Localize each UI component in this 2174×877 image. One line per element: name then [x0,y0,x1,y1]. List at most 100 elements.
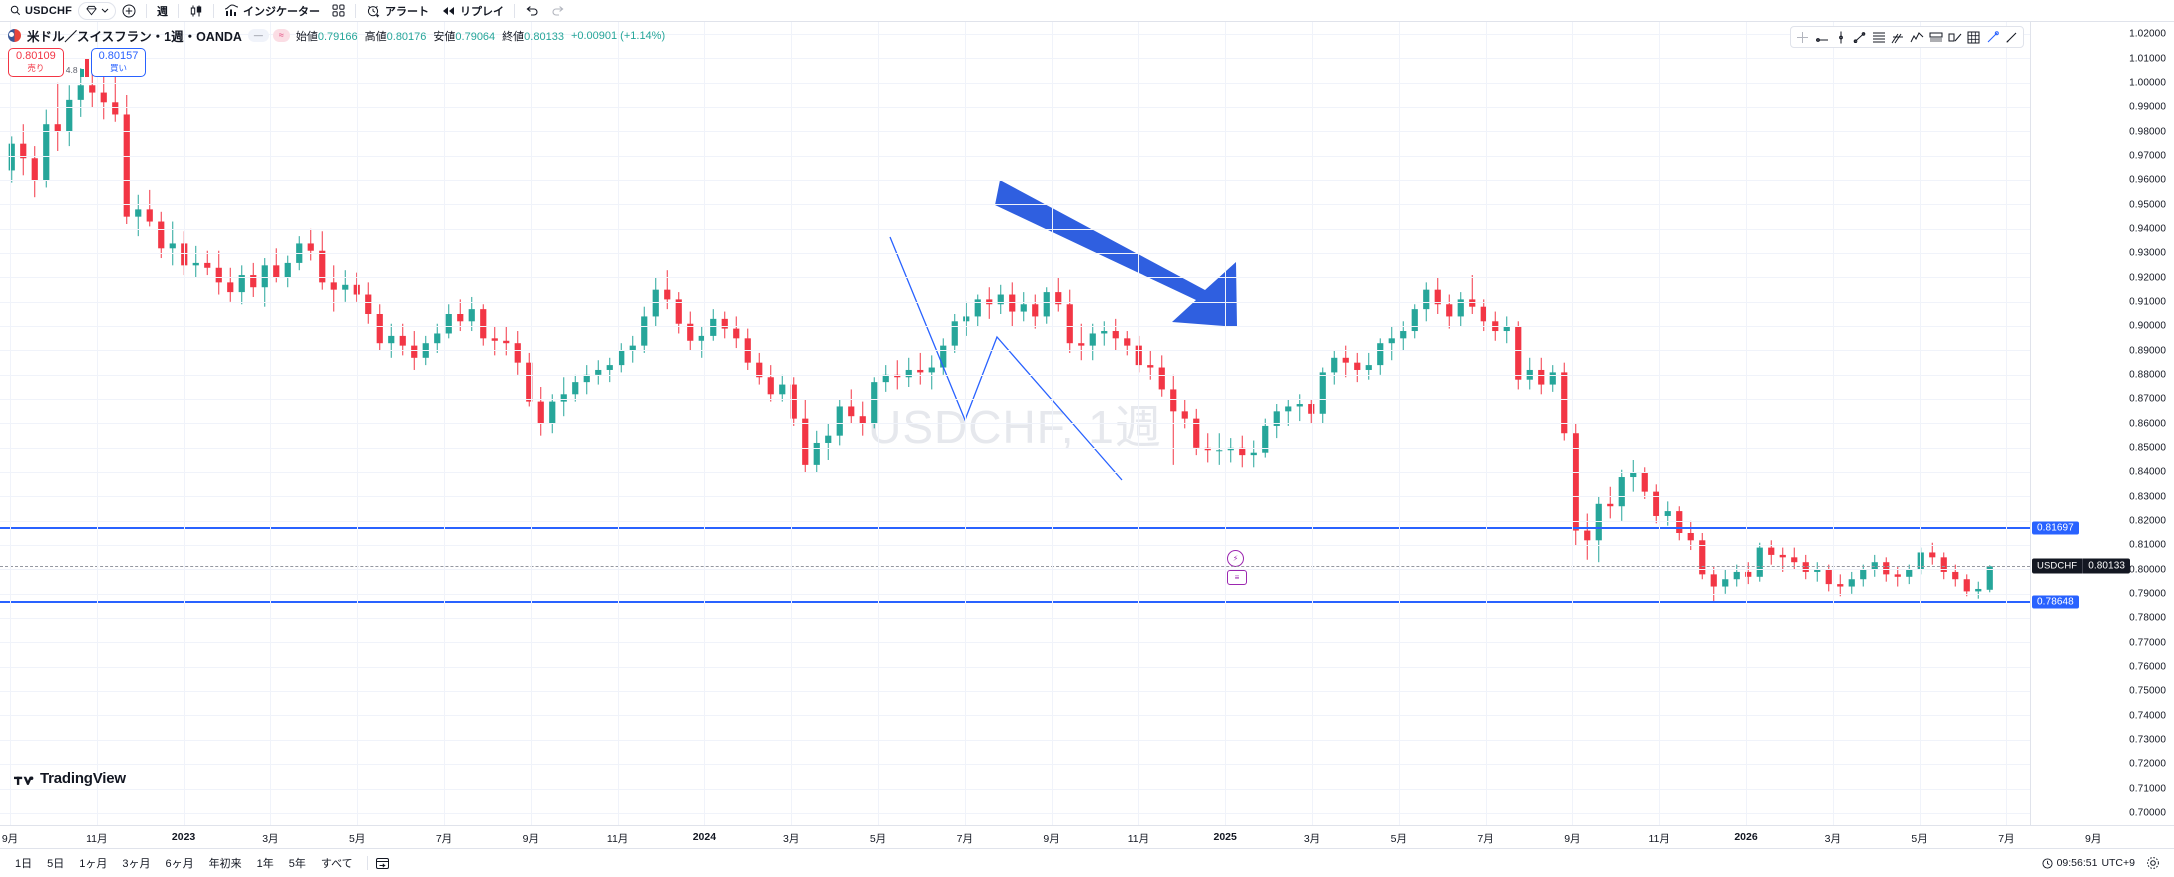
candle-body [1538,369,1545,385]
candle-body [1147,365,1154,368]
buy-quote-box[interactable]: 0.80157 買い [90,48,147,77]
time-tick: 3月 [1824,833,1841,845]
candle-body [31,158,38,181]
chart-type-button[interactable] [183,1,209,21]
candle-body [1423,289,1430,310]
compare-symbol-button[interactable] [78,1,117,20]
pitchfork-tool[interactable] [1889,29,1906,46]
range-button[interactable]: 5年 [288,858,306,870]
brush-tool[interactable] [2003,29,2020,46]
candle-body [1515,326,1522,380]
toolbar-divider [178,3,180,18]
candle-body [1584,530,1591,541]
symbol-search-button[interactable]: USDCHF [4,1,78,21]
event-earnings-icon[interactable]: ⚡ [1227,550,1244,567]
candle-body [583,374,590,383]
tradingview-branding: TradingView [14,770,126,787]
price-axis[interactable]: 1.02000 1.01000 1.00000 0.99000 0.98000 0.970… [2030,22,2174,825]
candle-body [1825,569,1832,585]
sell-quote-box[interactable]: 0.80109 売り [8,48,64,77]
range-button[interactable]: 3ヶ月 [122,858,151,870]
add-symbol-button[interactable] [116,1,142,21]
candle-body [77,85,84,100]
settings-gear-button[interactable] [2145,856,2160,871]
range-button[interactable]: 6ヶ月 [165,858,194,870]
candle-body [687,323,694,341]
replay-button[interactable]: リプレイ [435,1,510,21]
price-tick: 0.95000 [2129,199,2166,210]
chart-plot[interactable]: USDCHF, 1週 ⚡ ≡ 米ドル／スイスフラン・1週・OANDA [0,22,2030,825]
candle-body [1331,357,1338,373]
candle-body [307,243,314,251]
clock-status[interactable]: 09:56:51 UTC+9 [2042,857,2135,869]
candle-body [756,362,763,378]
templates-button[interactable] [326,1,351,21]
legend-symbol-title[interactable]: 米ドル／スイスフラン・1週・OANDA [27,30,242,44]
candle-body [1779,554,1786,558]
go-to-date-button[interactable] [375,856,390,871]
indicators-button[interactable]: インジケーター [218,1,326,21]
support-level-badge[interactable]: 0.78648 [2032,595,2079,609]
vertical-gridline [270,22,271,825]
horizontal-gridline [0,302,2030,303]
horizontal-gridline [0,569,2030,570]
fib-retracement-tool[interactable] [1870,29,1887,46]
candle-body [468,309,475,322]
ray-tool[interactable] [1813,29,1830,46]
range-button[interactable]: 1年 [256,858,274,870]
candle-body [411,345,418,358]
range-button[interactable]: 1ヶ月 [79,858,108,870]
candle-body [388,335,395,344]
vertical-line-tool[interactable] [1832,29,1849,46]
candle-body [20,143,27,159]
candle-body [572,382,579,395]
range-button[interactable]: すべて [320,858,353,870]
time-tick: 2025 [1213,831,1237,843]
chart-area[interactable]: USDCHF, 1週 ⚡ ≡ 米ドル／スイスフラン・1週・OANDA [0,22,2174,825]
range-button[interactable]: 年初来 [208,858,242,870]
cross-cursor-tool[interactable] [1794,29,1811,46]
usd-chf-flag-icon [8,29,21,42]
candle-body [1975,588,1982,592]
interval-button[interactable]: 週 [151,1,174,21]
time-axis[interactable]: 9月 11月 2023 3月 5月 7月 9月 11月 2024 3月 5月 7月 9月 11月 2025 3… [0,825,2174,848]
candle-body [1791,557,1798,563]
table-tool[interactable] [1965,29,1982,46]
candle-body [192,262,199,266]
candle-body [1630,472,1637,478]
price-tick: 0.76000 [2129,661,2166,673]
candle-body [204,262,211,268]
legend-badge-gray: — [247,29,269,42]
long-position-tool[interactable] [1927,29,1944,46]
measure-tool[interactable] [1984,29,2001,46]
candle-body [112,102,119,115]
event-dividend-icon[interactable]: ≡ [1227,570,1247,585]
resistance-level-badge[interactable]: 0.81697 [2032,521,2079,535]
horizontal-gridline [0,107,2030,108]
candle-body [1618,477,1625,507]
undo-button[interactable] [519,1,545,21]
candle-body [1664,511,1671,516]
redo-button[interactable] [545,1,571,21]
time-tick: 2026 [1734,831,1758,843]
candle-body [215,267,222,283]
horizontal-gridline [0,667,2030,668]
range-button[interactable]: 1日 [15,858,33,870]
candle-body [1227,447,1234,451]
candle-body [917,369,924,373]
candle-body [1273,411,1280,426]
time-tick: 7月 [435,833,453,845]
candle-body [1814,569,1821,572]
date-range-buttons: 1日 5日 1ヶ月 3ヶ月 6ヶ月 年初来 1年 5年 すべて [8,853,360,873]
price-tick: 1.02000 [2129,28,2166,40]
horizontal-gridline [0,496,2030,497]
trend-line-tool[interactable] [1851,29,1868,46]
legend-badges: — ≈ [247,29,290,42]
elliott-wave-tool[interactable] [1908,29,1925,46]
range-button[interactable]: 5日 [47,858,65,870]
forecast-tool[interactable] [1946,29,1963,46]
candle-body [1009,294,1016,312]
candle-body [1929,552,1936,558]
alert-button[interactable]: アラート [360,1,435,21]
last-price-badge[interactable]: USDCHF 0.80133 [2032,558,2131,574]
